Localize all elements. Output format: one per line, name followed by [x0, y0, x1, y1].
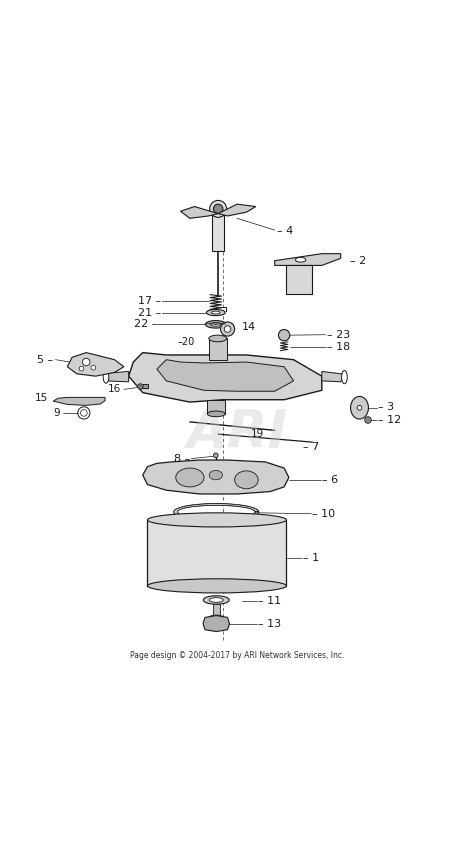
- Text: – 13: – 13: [258, 620, 282, 629]
- Polygon shape: [322, 372, 346, 382]
- Bar: [286, 265, 312, 294]
- Ellipse shape: [206, 310, 225, 316]
- Text: – 3: – 3: [378, 401, 394, 412]
- Ellipse shape: [147, 579, 286, 593]
- Polygon shape: [275, 253, 341, 265]
- Text: – 1: – 1: [303, 553, 319, 562]
- Polygon shape: [143, 460, 289, 494]
- Text: ARI: ARI: [186, 407, 288, 459]
- Polygon shape: [128, 353, 322, 402]
- Polygon shape: [203, 615, 229, 632]
- Circle shape: [211, 338, 220, 347]
- Bar: [212, 211, 224, 252]
- Ellipse shape: [205, 320, 226, 328]
- Polygon shape: [53, 397, 105, 406]
- Text: – 7: – 7: [303, 443, 319, 452]
- Circle shape: [365, 417, 371, 423]
- Ellipse shape: [251, 374, 279, 388]
- Text: 8 –: 8 –: [173, 454, 190, 464]
- Ellipse shape: [207, 411, 225, 417]
- Polygon shape: [67, 353, 124, 376]
- Circle shape: [137, 383, 143, 389]
- Text: – 23: – 23: [327, 330, 350, 340]
- Text: 19: 19: [251, 430, 264, 439]
- Text: – 12: – 12: [378, 415, 401, 425]
- Circle shape: [357, 406, 362, 410]
- Text: 22 –: 22 –: [134, 319, 157, 330]
- Polygon shape: [181, 206, 218, 218]
- Ellipse shape: [211, 311, 220, 314]
- Text: – 6: – 6: [322, 475, 338, 484]
- Circle shape: [210, 200, 227, 217]
- Text: 9: 9: [54, 408, 60, 418]
- Polygon shape: [218, 205, 256, 216]
- Polygon shape: [105, 372, 128, 382]
- Text: – 18: – 18: [327, 342, 350, 352]
- Ellipse shape: [295, 258, 306, 262]
- Text: – 10: – 10: [312, 508, 336, 519]
- Text: – 11: – 11: [258, 596, 282, 606]
- Ellipse shape: [176, 468, 204, 487]
- Ellipse shape: [209, 471, 222, 480]
- Text: 21 –: 21 –: [138, 307, 162, 318]
- Circle shape: [278, 330, 290, 341]
- Circle shape: [81, 410, 87, 416]
- Circle shape: [79, 366, 84, 371]
- Bar: [209, 338, 227, 360]
- Text: Page design © 2004-2017 by ARI Network Services, Inc.: Page design © 2004-2017 by ARI Network S…: [130, 651, 344, 660]
- Ellipse shape: [209, 615, 223, 620]
- Ellipse shape: [103, 371, 109, 383]
- Text: 17 –: 17 –: [138, 296, 162, 306]
- Bar: [147, 520, 286, 586]
- Ellipse shape: [235, 471, 258, 489]
- Ellipse shape: [167, 369, 184, 381]
- Ellipse shape: [342, 371, 347, 383]
- Polygon shape: [157, 360, 293, 391]
- Circle shape: [213, 453, 218, 458]
- Text: 15: 15: [35, 393, 48, 403]
- Ellipse shape: [209, 597, 223, 603]
- Ellipse shape: [147, 513, 286, 527]
- Text: – 4: – 4: [277, 226, 293, 236]
- Ellipse shape: [209, 336, 227, 342]
- Text: –20: –20: [177, 336, 195, 347]
- Circle shape: [91, 366, 96, 370]
- Circle shape: [220, 322, 235, 336]
- Ellipse shape: [203, 596, 229, 604]
- Text: 14: 14: [242, 322, 256, 331]
- Bar: [207, 400, 225, 413]
- Ellipse shape: [351, 396, 368, 419]
- Bar: [138, 383, 148, 389]
- Bar: [213, 604, 219, 617]
- Ellipse shape: [210, 323, 221, 326]
- Text: 16: 16: [108, 384, 121, 395]
- Circle shape: [213, 205, 223, 214]
- Circle shape: [224, 326, 231, 332]
- Circle shape: [82, 359, 90, 366]
- Text: – 2: – 2: [350, 256, 366, 265]
- Polygon shape: [174, 503, 259, 520]
- Text: 5 –: 5 –: [37, 354, 53, 365]
